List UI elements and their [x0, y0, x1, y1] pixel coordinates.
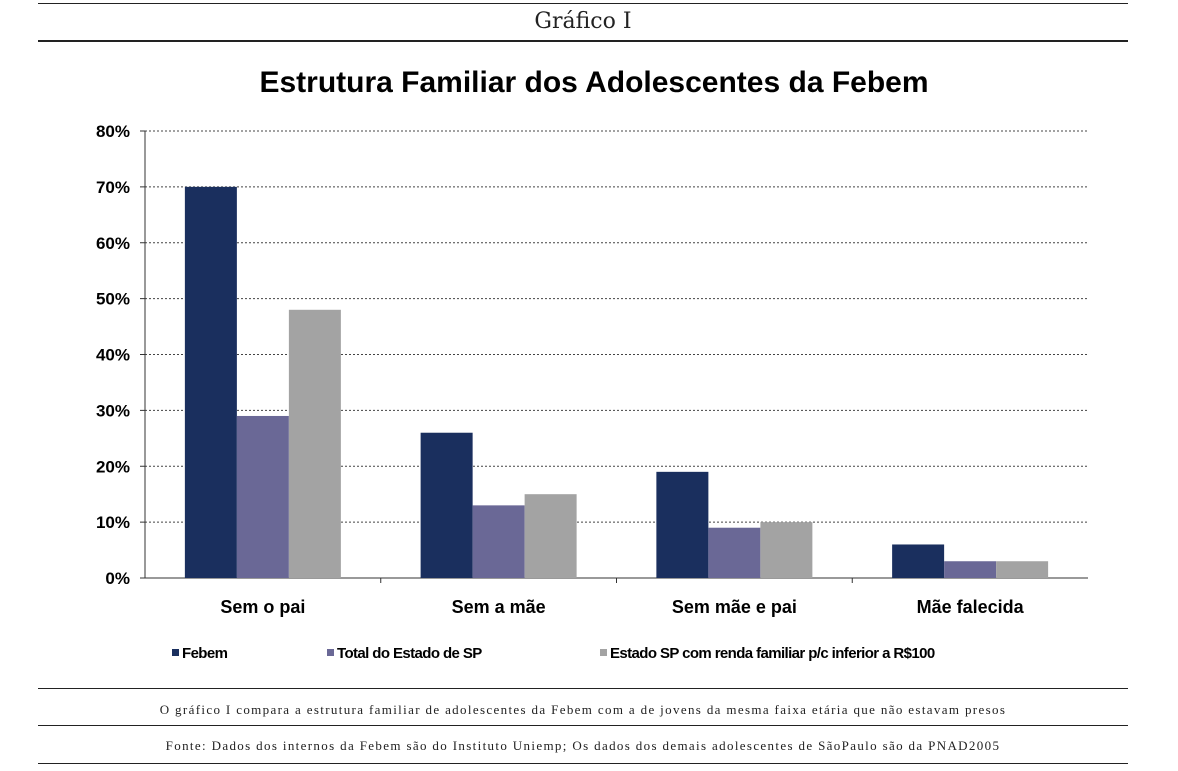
chart-description: O gráfico I compara a estrutura familiar… — [159, 702, 1007, 717]
category-label: Mãe falecida — [917, 597, 1025, 617]
category-label: Sem o pai — [220, 597, 305, 617]
legend-swatch — [172, 649, 179, 656]
bottom-rule — [38, 763, 1128, 764]
category-label: Sem a mãe — [452, 597, 546, 617]
y-tick-label: 10% — [96, 513, 130, 532]
legend: Febem Total do Estado de SP Estado SP com … — [172, 645, 935, 662]
bar — [944, 561, 997, 578]
caption-rule — [38, 688, 1128, 689]
category-labels: Sem o pai Sem a mãe Sem mãe e pai Mãe falec… — [220, 597, 1024, 617]
legend-swatch — [600, 649, 607, 656]
bar — [656, 471, 709, 578]
y-tick-label: 30% — [96, 401, 130, 420]
source-rule — [38, 725, 1128, 726]
y-tick-label: 0% — [105, 569, 130, 588]
y-tick-label: 50% — [96, 290, 130, 309]
bar — [184, 186, 237, 578]
category-label: Sem mãe e pai — [672, 597, 797, 617]
heading-rule — [38, 40, 1128, 42]
figure-label: Gráfico I — [534, 9, 632, 34]
y-tick-labels: 0% 10% 20% 30% 40% 50% 60% 70% 80% — [96, 122, 130, 588]
bar — [288, 309, 341, 578]
y-tick-label: 70% — [96, 178, 130, 197]
bar — [420, 432, 473, 578]
bar — [708, 527, 761, 578]
legend-label: Total do Estado de SP — [337, 645, 482, 662]
y-tick-label: 60% — [96, 234, 130, 253]
legend-label: Estado SP com renda familiar p/c inferio… — [610, 645, 935, 662]
chart-title: Estrutura Familiar dos Adolescentes da F… — [259, 66, 928, 99]
bar — [236, 415, 289, 578]
bar — [524, 494, 577, 578]
y-tick-label: 80% — [96, 122, 130, 141]
legend-swatch — [327, 649, 334, 656]
bars — [184, 186, 1049, 578]
y-tick-label: 20% — [96, 457, 130, 476]
bar — [760, 522, 813, 578]
bar — [996, 561, 1049, 578]
top-rule — [38, 3, 1128, 4]
bar — [892, 544, 945, 578]
bar-chart: Estrutura Familiar dos Adolescentes da F… — [96, 66, 1088, 662]
bar — [472, 505, 525, 578]
y-tick-label: 40% — [96, 346, 130, 365]
chart-source: Fonte: Dados dos internos da Febem são d… — [165, 738, 1001, 753]
legend-label: Febem — [182, 645, 228, 662]
